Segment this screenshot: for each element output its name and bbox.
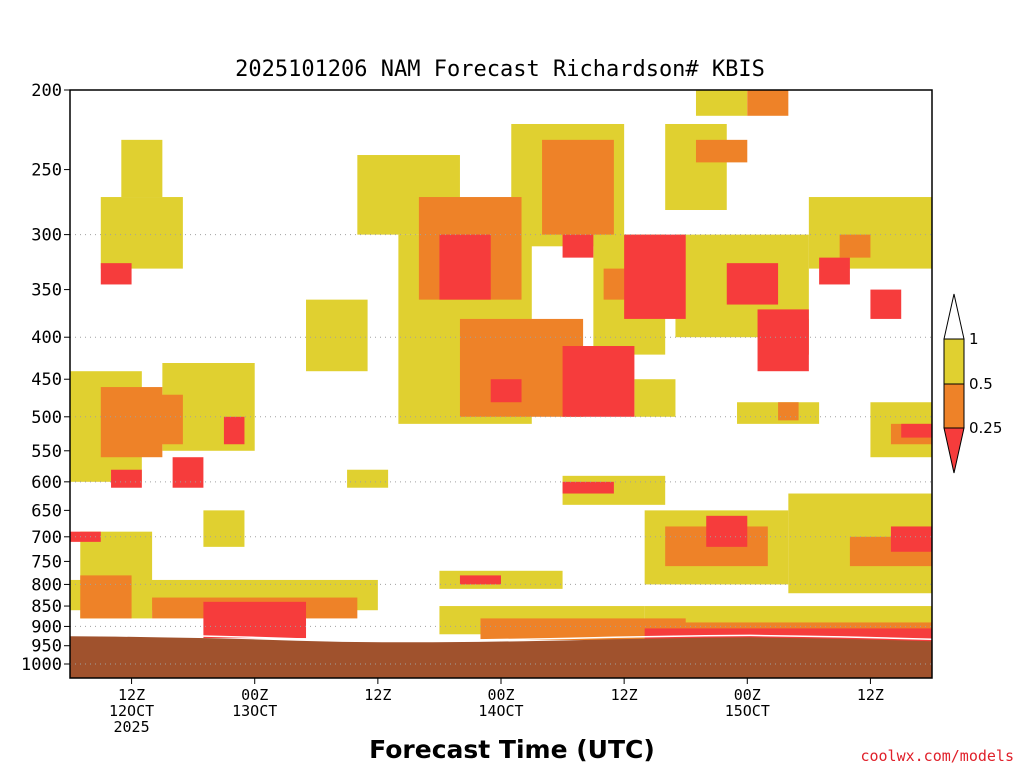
ri-region-low	[203, 601, 307, 639]
ri-region-mid	[839, 234, 871, 258]
x-tick-label-1-0: 00Z	[241, 686, 268, 704]
ri-region-low	[562, 234, 594, 258]
colorbar-min-triangle	[943, 427, 965, 474]
x-tick-label-0-2: 2025	[114, 718, 150, 736]
y-tick-label-400: 400	[31, 328, 62, 348]
ri-region-low	[490, 379, 522, 403]
ri-region-high	[306, 299, 368, 372]
ground-surface	[70, 636, 932, 678]
y-tick-label-200: 200	[31, 81, 62, 101]
y-tick-label-600: 600	[31, 473, 62, 493]
x-tick-label-6-0: 12Z	[857, 686, 884, 704]
y-tick-label-850: 850	[31, 597, 62, 617]
chart-title: 2025101206 NAM Forecast Richardson# KBIS	[235, 57, 765, 82]
x-tick-label-3-0: 00Z	[487, 686, 514, 704]
y-tick-label-800: 800	[31, 575, 62, 595]
y-tick-label-350: 350	[31, 281, 62, 301]
ri-region-high	[695, 90, 748, 116]
plot-area	[69, 89, 933, 679]
ri-region-low	[562, 346, 635, 417]
ri-region-low	[624, 234, 686, 319]
ri-region-high	[665, 123, 727, 211]
x-tick-label-3-1: 14OCT	[478, 702, 523, 720]
ri-region-low	[172, 457, 204, 488]
ri-region-mid	[80, 575, 132, 619]
y-axis: 200 250 300 350 400 450 500 550 600 650 700 750 8008…	[21, 81, 70, 675]
ri-region-high	[100, 197, 183, 269]
colorbar-label-1: 0.5	[969, 375, 993, 393]
ri-region-mid	[480, 618, 686, 641]
ri-region-low	[223, 416, 245, 445]
ground-edge-line	[69, 633, 933, 642]
y-tick-label-900: 900	[31, 617, 62, 637]
y-tick-label-550: 550	[31, 442, 62, 462]
colorbar-bin-mid	[943, 383, 965, 429]
y-tick-label-1000: 1000	[21, 655, 62, 675]
ground-layer	[69, 633, 933, 678]
y-tick-label-450: 450	[31, 370, 62, 390]
ri-region-mid	[141, 394, 183, 445]
colorbar-legend: 1 0.5 0.25	[943, 293, 1002, 474]
y-tick-label-500: 500	[31, 408, 62, 428]
ri-region-mid	[778, 402, 799, 421]
x-tick-label-5-0: 00Z	[734, 686, 761, 704]
ri-region-low	[890, 526, 932, 552]
y-tick-label-750: 750	[31, 552, 62, 572]
ri-region-low	[562, 481, 614, 494]
colorbar-max-triangle	[943, 293, 965, 340]
ri-region-low	[459, 575, 501, 585]
x-axis-title: Forecast Time (UTC)	[369, 735, 655, 764]
y-tick-label-700: 700	[31, 528, 62, 548]
y-tick-label-250: 250	[31, 161, 62, 181]
y-tick-label-300: 300	[31, 226, 62, 246]
ri-region-low	[706, 515, 748, 547]
ri-region-mid	[747, 90, 789, 116]
ri-region-high	[634, 379, 676, 417]
x-tick-label-1-1: 13OCT	[232, 702, 277, 720]
ri-region-high	[347, 469, 389, 488]
y-tick-label-950: 950	[31, 637, 62, 657]
ri-region-low	[901, 423, 932, 438]
ri-region-mid	[695, 139, 748, 163]
ri-region-high	[203, 510, 245, 547]
ri-region-mid	[644, 622, 932, 635]
ri-region-low	[757, 309, 809, 372]
colorbar-bin-high	[943, 338, 965, 385]
ri-region-high	[121, 139, 163, 198]
ri-region-low	[819, 257, 850, 285]
ri-region-low	[111, 469, 142, 488]
x-tick-label-5-1: 15OCT	[725, 702, 770, 720]
y-tick-label-650: 650	[31, 501, 62, 521]
x-tick-label-0-1: 12OCT	[109, 702, 154, 720]
ri-region-low	[870, 289, 902, 319]
colorbar-label-0: 1	[969, 330, 979, 348]
credit-text: coolwx.com/models	[860, 747, 1014, 765]
ri-region-low	[439, 234, 491, 300]
colorbar-label-2: 0.25	[969, 419, 1002, 437]
x-tick-label-2-0: 12Z	[364, 686, 391, 704]
ri-region-low	[100, 263, 132, 285]
x-tick-label-0-0: 12Z	[118, 686, 145, 704]
ri-region-mid	[542, 139, 614, 235]
x-tick-label-4-0: 12Z	[611, 686, 638, 704]
ri-region-low	[726, 263, 779, 305]
